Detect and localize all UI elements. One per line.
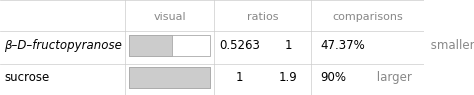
Text: smaller: smaller [427, 39, 474, 52]
Text: comparisons: comparisons [332, 12, 403, 22]
Text: 1: 1 [284, 39, 292, 52]
Text: 90%: 90% [320, 71, 346, 84]
Text: visual: visual [153, 12, 186, 22]
Bar [129, 67, 210, 88]
Bar [129, 35, 172, 56]
Text: 1: 1 [236, 71, 243, 84]
Text: larger: larger [374, 71, 412, 84]
Text: β–D–fructopyranose: β–D–fructopyranose [4, 39, 122, 52]
Text: 0.5263: 0.5263 [219, 39, 260, 52]
Text: 47.37%: 47.37% [320, 39, 365, 52]
Text: ratios: ratios [247, 12, 279, 22]
Text: sucrose: sucrose [4, 71, 49, 84]
Bar [129, 67, 210, 88]
Bar [129, 35, 210, 56]
Text: 1.9: 1.9 [279, 71, 298, 84]
